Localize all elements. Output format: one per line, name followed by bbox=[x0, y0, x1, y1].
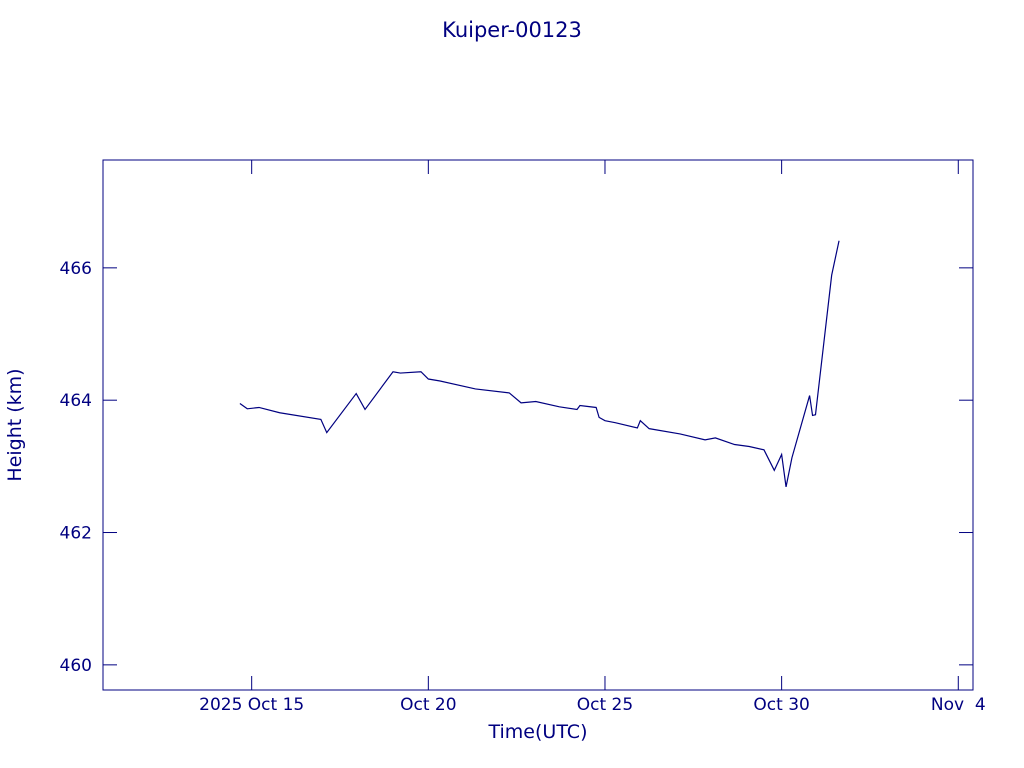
x-tick-label: Oct 30 bbox=[753, 695, 809, 715]
y-tick-label: 466 bbox=[60, 259, 92, 279]
x-tick-label: Nov 4 bbox=[931, 695, 986, 715]
chart-title: Kuiper-00123 bbox=[442, 18, 582, 42]
y-tick-label: 462 bbox=[60, 524, 92, 544]
y-tick-label: 464 bbox=[60, 391, 92, 411]
x-tick-label: Oct 25 bbox=[577, 695, 633, 715]
data-line bbox=[239, 240, 840, 487]
x-axis-label: Time(UTC) bbox=[488, 721, 588, 743]
y-axis-label: Height (km) bbox=[4, 368, 26, 481]
x-tick-label: 2025 Oct 15 bbox=[199, 695, 304, 715]
y-tick-label: 460 bbox=[60, 656, 92, 676]
plot-frame bbox=[102, 159, 974, 691]
x-tick-label: Oct 20 bbox=[400, 695, 456, 715]
